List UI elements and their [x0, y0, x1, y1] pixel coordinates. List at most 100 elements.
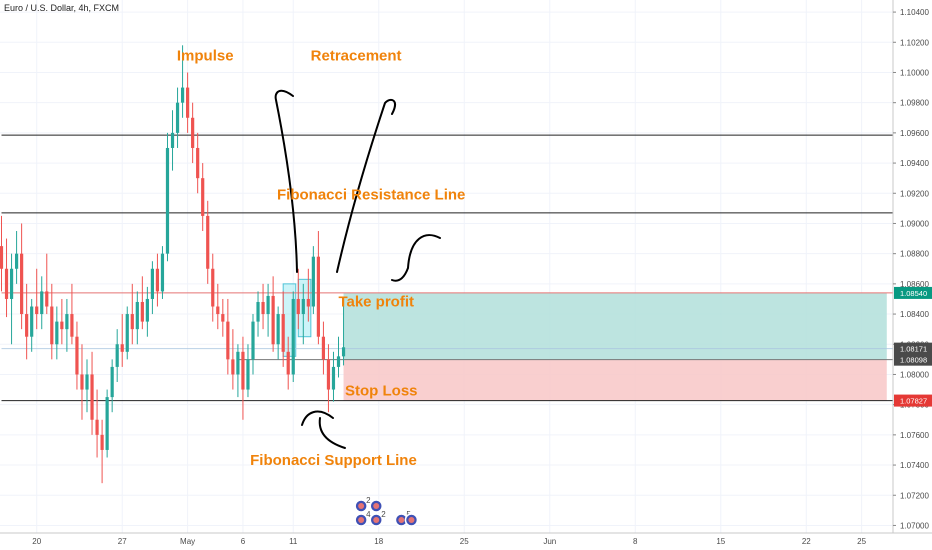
- event-badge-3: 2: [369, 510, 386, 527]
- candle-body-35: [175, 102, 180, 133]
- candle-body-58: [291, 298, 295, 375]
- event-badge-flag-1: [373, 503, 380, 509]
- candle-29: [145, 286, 149, 337]
- candle-body-17: [85, 374, 89, 390]
- candle-body-30: [150, 268, 154, 299]
- candle-30: [150, 261, 154, 315]
- candle-body-6: [30, 306, 34, 337]
- candle-body-7: [35, 306, 39, 315]
- candle-17: [85, 359, 89, 413]
- candle-35: [175, 87, 180, 148]
- price-tag-1: 1.08171: [894, 342, 932, 355]
- candle-32: [160, 246, 165, 299]
- y-tick-label-7: 1.09000: [900, 219, 929, 228]
- candle-21: [105, 389, 109, 458]
- retracement-arrow: [336, 98, 396, 273]
- candle-body-23: [115, 344, 119, 367]
- candle-6: [30, 298, 34, 352]
- y-tick-label-10: 1.08400: [900, 310, 929, 319]
- x-tick-label-6: 25: [460, 537, 469, 546]
- annotation-fibonacci-resistance-line: Fibonacci Resistance Line: [277, 186, 465, 203]
- candle-64: [321, 321, 326, 375]
- candle-53: [266, 283, 270, 337]
- candle-body-46: [231, 359, 235, 375]
- price-tag-layer: 1.08540 1.08171 1.08098 1.07827: [894, 286, 932, 407]
- candle-38: [191, 102, 195, 164]
- event-badge-0: 2: [354, 496, 371, 513]
- candle-8: [40, 276, 44, 330]
- candle-body-29: [145, 298, 149, 322]
- candle-52: [261, 283, 265, 330]
- y-tick-label-9: 1.08600: [900, 280, 929, 289]
- candle-59: [296, 268, 300, 330]
- candle-63: [316, 231, 320, 345]
- candle-23: [115, 329, 119, 383]
- candle-body-33: [165, 147, 170, 254]
- candle-body-57: [286, 351, 290, 375]
- x-tick-label-1: 27: [118, 537, 127, 546]
- price-axis-panel[interactable]: [893, 0, 932, 550]
- time-axis[interactable]: 20 27 May 6 11 18 25 Jun 8 15 22 25: [32, 537, 866, 546]
- event-badge-count-3: 2: [381, 510, 386, 519]
- support-arrow: [301, 410, 334, 426]
- candle-body-12: [60, 321, 64, 330]
- candle-9: [45, 253, 49, 315]
- impulse-arrow: [274, 89, 298, 273]
- candle-60: [301, 283, 305, 345]
- candle-31: [155, 253, 160, 307]
- candle-body-15: [75, 336, 79, 375]
- zone-stop-loss: [343, 359, 887, 401]
- x-tick-label-7: Jun: [543, 537, 556, 546]
- support-label-arrow: [318, 417, 346, 449]
- candle-61: [306, 268, 310, 322]
- candle-0: [0, 215, 4, 292]
- candle-body-19: [95, 419, 99, 435]
- event-badge-1: [369, 499, 383, 513]
- candle-body-20: [100, 434, 104, 450]
- candle-20: [100, 419, 104, 484]
- drawing-layer: [274, 89, 441, 449]
- candle-43: [216, 283, 220, 330]
- annotation-retracement: Retracement: [311, 47, 402, 64]
- candle-body-14: [70, 314, 74, 337]
- candle-body-18: [90, 374, 94, 420]
- resistance-arrow: [391, 234, 441, 282]
- candle-57: [286, 336, 290, 390]
- candle-body-22: [110, 366, 114, 398]
- candle-65: [326, 344, 331, 413]
- y-tick-label-4: 1.09600: [900, 129, 929, 138]
- y-tick-label-15: 1.07400: [900, 461, 929, 470]
- candle-body-40: [201, 178, 205, 216]
- candle-28: [140, 276, 144, 330]
- price-tag-bg-3: [894, 394, 932, 407]
- annotation-impulse: Impulse: [177, 47, 234, 64]
- candle-62: [311, 246, 315, 315]
- event-badge-flag-4: [398, 517, 405, 523]
- event-badge-count-0: 2: [366, 496, 371, 505]
- price-tag-label-0: 1.08540: [900, 289, 927, 298]
- candle-47: [236, 344, 240, 398]
- candle-body-66: [331, 366, 336, 390]
- candle-body-10: [50, 306, 54, 345]
- candle-11: [55, 306, 59, 360]
- event-badge-flag-0: [358, 503, 365, 509]
- hline-layer: [1, 134, 893, 402]
- y-tick-label-5: 1.09400: [900, 159, 929, 168]
- candle-body-11: [55, 321, 59, 345]
- candle-41: [206, 200, 210, 284]
- candle-18: [90, 351, 94, 435]
- candle-body-8: [40, 291, 44, 315]
- candle-body-67: [336, 356, 341, 367]
- candle-body-53: [266, 295, 270, 315]
- candle-56: [281, 291, 285, 367]
- candle-body-26: [130, 314, 134, 330]
- candle-66: [331, 351, 336, 402]
- candle-body-49: [246, 359, 250, 390]
- y-tick-label-3: 1.09800: [900, 99, 929, 108]
- candle-body-1: [4, 268, 9, 299]
- candle-51: [256, 291, 260, 337]
- candle-24: [120, 314, 124, 367]
- candle-body-62: [311, 256, 315, 307]
- candle-body-50: [251, 321, 255, 360]
